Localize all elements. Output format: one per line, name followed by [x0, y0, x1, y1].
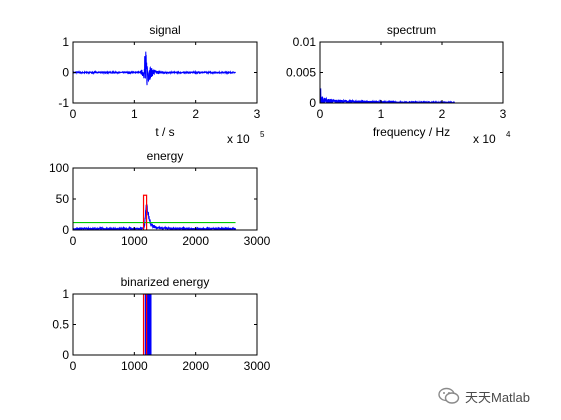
x-tick-label: 2000 [182, 359, 209, 373]
x-multiplier: x 10 [473, 132, 496, 146]
x-tick-label: 0 [70, 234, 77, 248]
x-tick-label: 1000 [121, 359, 148, 373]
plot-area [73, 168, 257, 230]
y-tick-label: 0.005 [286, 66, 316, 80]
x-multiplier-exponent: 4 [506, 130, 511, 139]
y-tick-label: 0 [309, 96, 316, 110]
x-tick-label: 3 [254, 107, 261, 121]
y-tick-label: 0.01 [293, 35, 317, 49]
y-tick-label: 0 [62, 66, 69, 80]
series-line [142, 294, 148, 355]
x-tick-label: 0 [70, 107, 77, 121]
watermark: 天天Matlab [438, 385, 556, 407]
y-tick-label: 1 [62, 35, 69, 49]
chart-spectrum: 0 1 2 3 0 0.005 0.01 spectrum frequency / Hz x 10… [286, 23, 511, 146]
x-axis-label: frequency / Hz [373, 125, 450, 139]
x-axis-label: t / s [155, 125, 174, 139]
x-tick-label: 0 [317, 107, 324, 121]
plot-content [73, 51, 236, 86]
plot-content [320, 88, 455, 103]
chart-title: binarized energy [121, 275, 210, 289]
chart-title: signal [149, 23, 180, 37]
x-tick-label: 1 [378, 107, 385, 121]
plot-area [320, 42, 503, 103]
y-tick-label: 0 [62, 223, 69, 237]
y-tick-label: 100 [49, 161, 69, 175]
x-tick-label: 1000 [121, 234, 148, 248]
y-tick-label: 0.5 [52, 318, 69, 332]
x-tick-label: 3000 [244, 234, 271, 248]
wechat-icon [438, 387, 460, 404]
chart-title: energy [147, 149, 184, 163]
series-line [73, 51, 236, 86]
plot-content [142, 294, 152, 355]
x-tick-label: 2 [439, 107, 446, 121]
y-tick-label: 0 [62, 348, 69, 362]
x-multiplier-exponent: 5 [260, 130, 265, 139]
x-tick-label: 1 [131, 107, 138, 121]
x-multiplier: x 10 [227, 132, 250, 146]
series-line [142, 194, 148, 230]
x-tick-label: 2000 [182, 234, 209, 248]
x-tick-label: 0 [70, 359, 77, 373]
y-tick-label: 1 [62, 287, 69, 301]
plot-area [73, 294, 257, 355]
watermark-text: 天天Matlab [465, 389, 531, 405]
chart-energy: 0 1000 2000 3000 0 50 100 energy [49, 149, 271, 248]
chart-binarized: 0 1000 2000 3000 0 0.5 1 binarized energy [52, 275, 270, 373]
x-tick-label: 2 [192, 107, 199, 121]
x-tick-label: 3 [500, 107, 507, 121]
series-line [320, 88, 455, 103]
series-fill [144, 294, 152, 355]
chart-title: spectrum [387, 23, 436, 37]
y-tick-label: -1 [58, 96, 69, 110]
y-tick-label: 50 [56, 192, 70, 206]
x-tick-label: 3000 [244, 359, 271, 373]
